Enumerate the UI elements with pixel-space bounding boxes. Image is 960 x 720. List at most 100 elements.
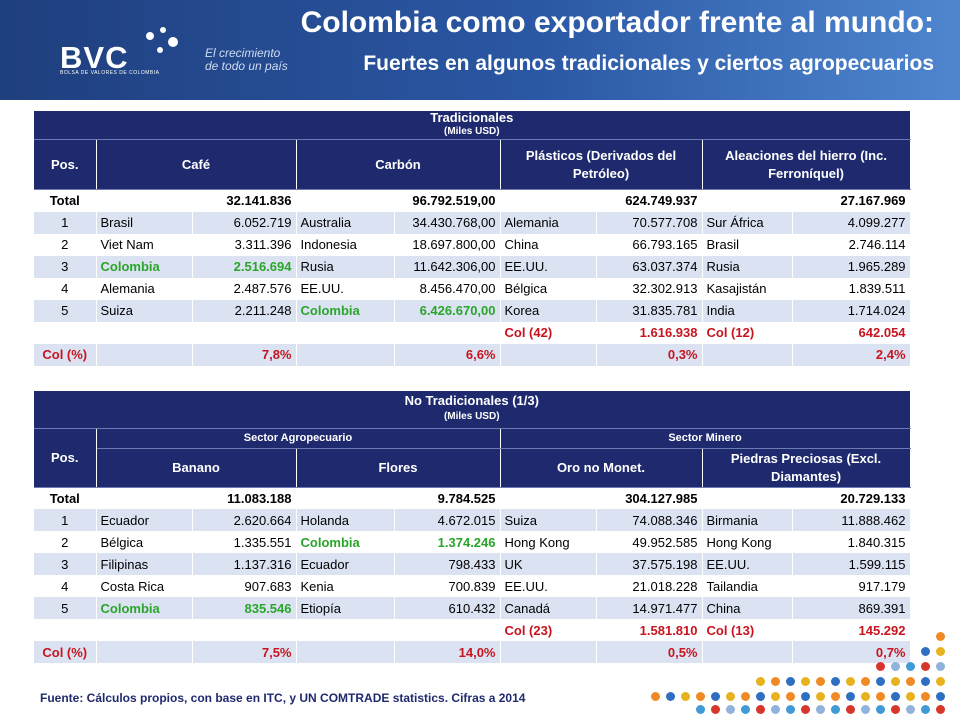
- decorative-dot: [846, 692, 855, 701]
- column-header: Carbón: [296, 139, 501, 190]
- country-cell: UK: [500, 553, 597, 575]
- decorative-dot: [921, 677, 930, 686]
- country-cell: EE.UU.: [500, 575, 597, 597]
- decorative-dot: [726, 692, 735, 701]
- value-cell: 49.952.585: [596, 531, 703, 553]
- decorative-dot: [906, 705, 915, 714]
- share-value: 0,5%: [596, 641, 703, 663]
- country-cell: Viet Nam: [96, 233, 193, 256]
- total-value: 27.167.969: [792, 189, 911, 212]
- country-cell: China: [702, 597, 793, 619]
- value-cell: 32.302.913: [596, 277, 703, 300]
- table-row: 1 Brasil 6.052.719 Australia 34.430.768,00 Al…: [34, 211, 911, 234]
- value-cell: 1.374.246: [394, 531, 501, 553]
- decorative-dot: [786, 677, 795, 686]
- decorative-dot: [831, 677, 840, 686]
- country-cell: Indonesia: [296, 233, 395, 256]
- decorative-dot: [876, 662, 885, 671]
- total-value: 11.083.188: [192, 487, 297, 509]
- decorative-dot: [906, 692, 915, 701]
- value-cell: 4.672.015: [394, 509, 501, 531]
- country-cell: EE.UU.: [500, 255, 597, 278]
- decorative-dot: [696, 692, 705, 701]
- country-cell: Tailandia: [702, 575, 793, 597]
- total-label: Total: [34, 487, 97, 509]
- decorative-dot: [651, 692, 660, 701]
- decorative-dot: [831, 692, 840, 701]
- country-cell: Sur África: [702, 211, 793, 234]
- country-cell: Costa Rica: [96, 575, 193, 597]
- pos-header: Pos.: [34, 139, 97, 190]
- decorative-dot: [891, 705, 900, 714]
- rank-cell: 1: [34, 211, 97, 234]
- value-cell: 869.391: [792, 597, 911, 619]
- column-header: Banano: [96, 448, 297, 488]
- table-title: No Tradicionales (1/3): [404, 393, 539, 409]
- share-label: Col (%): [34, 641, 97, 663]
- column-header: Flores: [296, 448, 501, 488]
- rank-cell: 4: [34, 575, 97, 597]
- table-units: (Miles USD): [443, 411, 500, 423]
- decorative-dot: [786, 692, 795, 701]
- decorative-dot: [921, 662, 930, 671]
- decorative-dot: [801, 705, 810, 714]
- rank-cell: 2: [34, 233, 97, 256]
- value-cell: 63.037.374: [596, 255, 703, 278]
- share-value: 7,5%: [192, 641, 297, 663]
- decorative-dot: [801, 692, 810, 701]
- colombia-rank-row: Col (23) 1.581.810 Col (13) 145.292: [34, 619, 911, 641]
- rank-cell: 5: [34, 597, 97, 619]
- value-cell: 2.516.694: [192, 255, 297, 278]
- decorative-dot: [921, 692, 930, 701]
- decorative-dot: [936, 662, 945, 671]
- decorative-dot: [846, 677, 855, 686]
- value-cell: 21.018.228: [596, 575, 703, 597]
- value-cell: 8.456.470,00: [394, 277, 501, 300]
- title-banner: BVC BOLSA DE VALORES DE COLOMBIA El crec…: [0, 0, 960, 100]
- decorative-dot: [801, 677, 810, 686]
- rank-cell: 1: [34, 509, 97, 531]
- value-cell: 6.052.719: [192, 211, 297, 234]
- country-cell: Bélgica: [500, 277, 597, 300]
- decorative-dot: [711, 692, 720, 701]
- column-header: Piedras Preciosas (Excl. Diamantes): [702, 448, 911, 488]
- country-cell: Kasajistán: [702, 277, 793, 300]
- value-cell: 1.965.289: [792, 255, 911, 278]
- value-cell: 1.137.316: [192, 553, 297, 575]
- table-row: 2 Bélgica 1.335.551 Colombia 1.374.246 Hong K…: [34, 531, 911, 553]
- country-cell: EE.UU.: [296, 277, 395, 300]
- total-value: 32.141.836: [192, 189, 297, 212]
- value-cell: 37.575.198: [596, 553, 703, 575]
- value-cell: 2.620.664: [192, 509, 297, 531]
- decorative-dot: [891, 692, 900, 701]
- rank-cell: 5: [34, 299, 97, 322]
- page-subtitle: Fuertes en algunos tradicionales y ciert…: [363, 52, 934, 75]
- value-cell: 700.839: [394, 575, 501, 597]
- column-header: Café: [96, 139, 297, 190]
- decorative-dot: [756, 677, 765, 686]
- value-cell: 835.546: [192, 597, 297, 619]
- sector-header: Sector Minero: [500, 428, 911, 449]
- colombia-rank-row: Col (42) 1.616.938 Col (12) 642.054: [34, 321, 911, 344]
- value-cell: 917.179: [792, 575, 911, 597]
- decorative-dot: [741, 692, 750, 701]
- value-cell: 2.746.114: [792, 233, 911, 256]
- decorative-dot: [726, 705, 735, 714]
- column-header: Oro no Monet.: [500, 448, 703, 488]
- table-title: Tradicionales: [430, 111, 514, 125]
- table-row: 3 Filipinas 1.137.316 Ecuador 798.433 UK 37.57…: [34, 553, 911, 575]
- value-cell: 14.971.477: [596, 597, 703, 619]
- column-header: Plásticos (Derivados del Petróleo): [500, 139, 703, 190]
- value-cell: 2.487.576: [192, 277, 297, 300]
- page-title: Colombia como exportador frente al mundo…: [300, 6, 934, 39]
- value-cell: 66.793.165: [596, 233, 703, 256]
- country-cell: Alemania: [500, 211, 597, 234]
- rank-cell: 3: [34, 553, 97, 575]
- decorative-dot: [876, 677, 885, 686]
- logo-subtext: BOLSA DE VALORES DE COLOMBIA: [60, 70, 160, 76]
- decorative-dot: [936, 647, 945, 656]
- decorative-dot: [771, 705, 780, 714]
- country-cell: Brasil: [702, 233, 793, 256]
- country-cell: Ecuador: [296, 553, 395, 575]
- decorative-dot: [771, 677, 780, 686]
